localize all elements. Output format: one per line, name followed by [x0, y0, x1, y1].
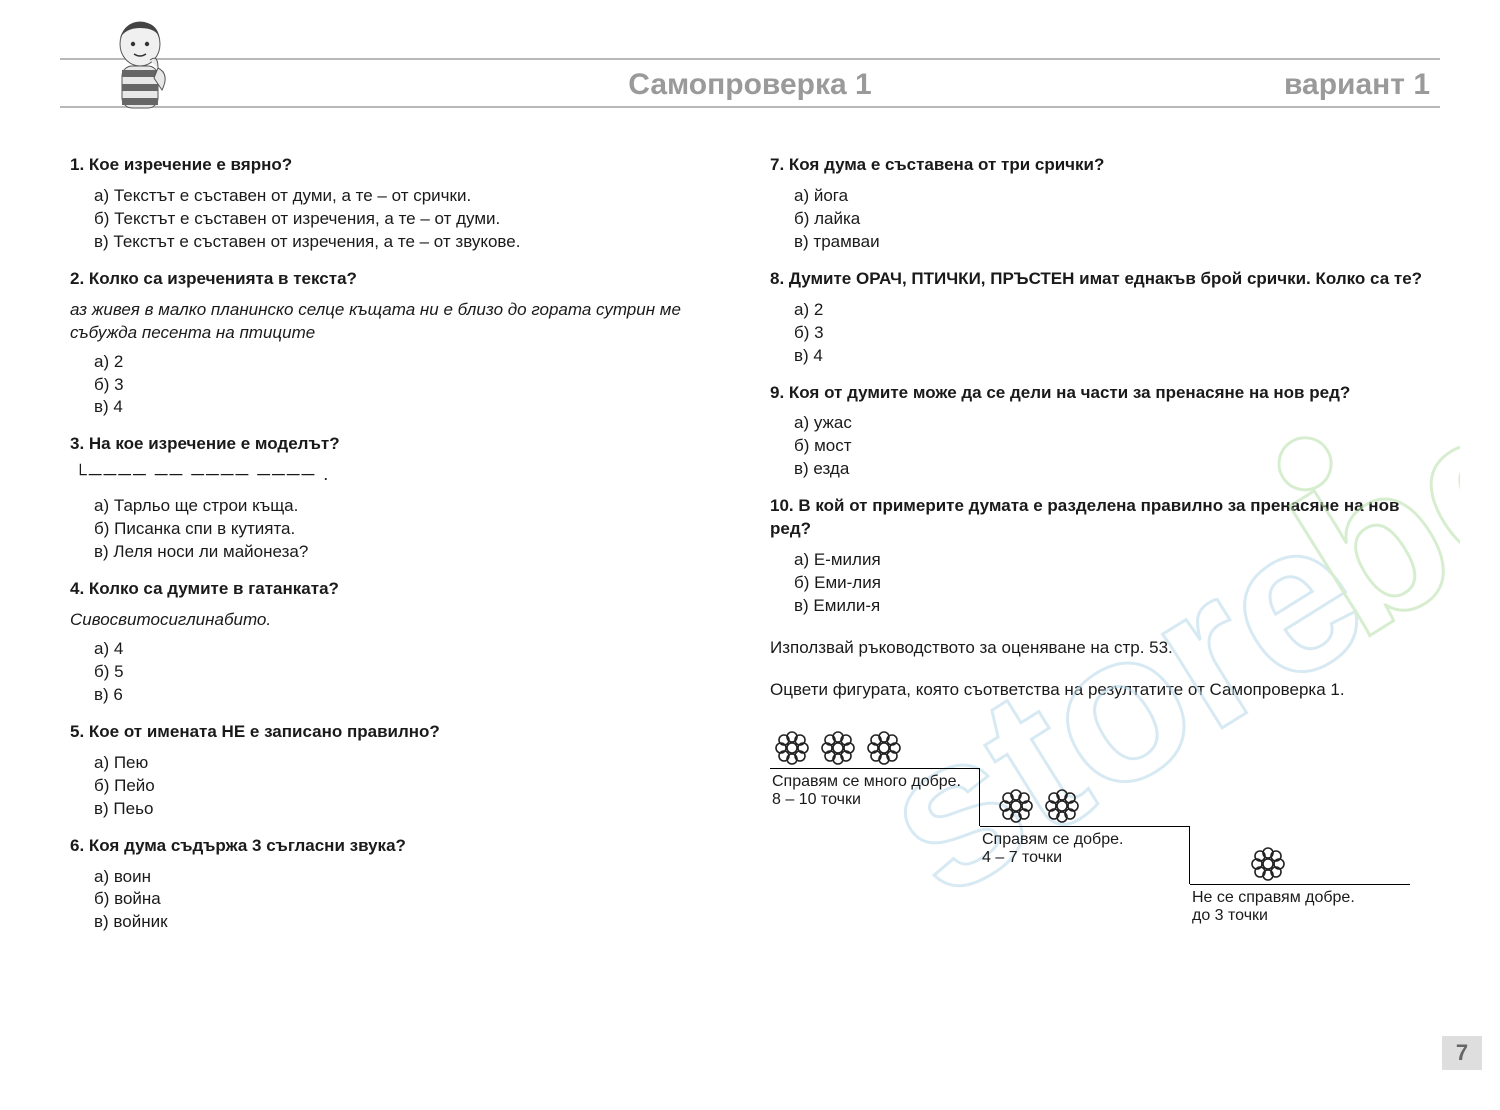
- q7-opt-c: в) трамваи: [794, 231, 1430, 254]
- q3-opt-a: а) Тарльо ще строи къща.: [94, 495, 730, 518]
- q8-title: 8. Думите ОРАЧ, ПТИЧКИ, ПРЪСТЕН имат едн…: [770, 268, 1430, 291]
- q10-opt-b: б) Еми-лия: [794, 572, 1430, 595]
- page-header: Самопроверка 1 вариант 1: [0, 0, 1500, 130]
- q2-title: 2. Колко са изреченията в текста?: [70, 268, 730, 291]
- boy-icon: [100, 18, 180, 123]
- q6-opt-b: б) война: [94, 888, 730, 911]
- q1-opt-c: в) Текстът е съставен от изречения, а те…: [94, 231, 730, 254]
- q3-model: └──── ── ──── ──── .: [70, 464, 730, 485]
- q7-opt-a: а) йога: [794, 185, 1430, 208]
- flower-icon: [866, 730, 902, 766]
- right-column: 7. Коя дума е съставена от три срички? а…: [770, 140, 1430, 940]
- q10-title: 10. В кой от примерите думата е разделен…: [770, 495, 1430, 541]
- q4-opt-c: в) 6: [94, 684, 730, 707]
- q6-title: 6. Коя дума съдържа 3 съгласни звука?: [70, 835, 730, 858]
- q10-opt-a: а) Е-милия: [794, 549, 1430, 572]
- variant-label: вариант 1: [1284, 68, 1430, 102]
- q1-opt-b: б) Текстът е съставен от изречения, а те…: [94, 208, 730, 231]
- page-number: 7: [1442, 1036, 1482, 1070]
- q9-opt-a: а) ужас: [794, 412, 1430, 435]
- q9-title: 9. Коя от думите може да се дели на част…: [770, 382, 1430, 405]
- q3-opt-c: в) Леля носи ли майонеза?: [94, 541, 730, 564]
- q5-title: 5. Кое от имената НЕ е записано правилно…: [70, 721, 730, 744]
- q6-opt-a: а) воин: [94, 866, 730, 889]
- q7-opt-b: б) лайка: [794, 208, 1430, 231]
- flower-icon: [998, 788, 1034, 824]
- step1-label: Справям се много добре.: [772, 773, 979, 791]
- flowers-step3: [1250, 846, 1286, 882]
- q7-title: 7. Коя дума е съставена от три срички?: [770, 154, 1430, 177]
- step3-label: Не се справям добре.: [1192, 889, 1410, 907]
- q2-opt-c: в) 4: [94, 396, 730, 419]
- q5-opt-c: в) Пеьо: [94, 798, 730, 821]
- instruction-1: Използвай ръководството за оценяване на …: [770, 636, 1430, 660]
- q8-opt-a: а) 2: [794, 299, 1430, 322]
- q6-opt-c: в) войник: [94, 911, 730, 934]
- flowers-step1: [774, 730, 902, 766]
- q3-opt-b: б) Писанка спи в кутията.: [94, 518, 730, 541]
- q1-title: 1. Кое изречение е вярно?: [70, 154, 730, 177]
- q4-opt-a: а) 4: [94, 638, 730, 661]
- step2-pts: 4 – 7 точки: [982, 849, 1189, 867]
- q1-opt-a: а) Текстът е съставен от думи, а те – от…: [94, 185, 730, 208]
- q4-opt-b: б) 5: [94, 661, 730, 684]
- q4-note: Сивосвитосиглинабито.: [70, 609, 730, 632]
- q2-note: аз живея в малко планинско селце къщата …: [70, 299, 730, 345]
- q10-opt-c: в) Емили-я: [794, 595, 1430, 618]
- q5-opt-a: а) Пею: [94, 752, 730, 775]
- instruction-2: Оцвети фигурата, която съответства на ре…: [770, 678, 1430, 702]
- flowers-step2: [998, 788, 1080, 824]
- left-column: 1. Кое изречение е вярно? а) Текстът е с…: [70, 140, 730, 940]
- page-title: Самопроверка 1: [0, 68, 1500, 102]
- q4-title: 4. Колко са думите в гатанката?: [70, 578, 730, 601]
- flower-icon: [1250, 846, 1286, 882]
- q3-title: 3. На кое изречение е моделът?: [70, 433, 730, 456]
- q9-opt-c: в) езда: [794, 458, 1430, 481]
- q8-opt-b: б) 3: [794, 322, 1430, 345]
- step2-label: Справям се добре.: [982, 831, 1189, 849]
- q8-opt-c: в) 4: [794, 345, 1430, 368]
- q9-opt-b: б) мост: [794, 435, 1430, 458]
- step3-pts: до 3 точки: [1192, 907, 1410, 925]
- flower-icon: [1044, 788, 1080, 824]
- flower-icon: [820, 730, 856, 766]
- q5-opt-b: б) Пейо: [94, 775, 730, 798]
- grading-stairs: Справям се много добре. 8 – 10 точки Спр…: [770, 730, 1430, 940]
- q2-opt-b: б) 3: [94, 374, 730, 397]
- q2-opt-a: а) 2: [94, 351, 730, 374]
- step1-pts: 8 – 10 точки: [772, 791, 979, 809]
- flower-icon: [774, 730, 810, 766]
